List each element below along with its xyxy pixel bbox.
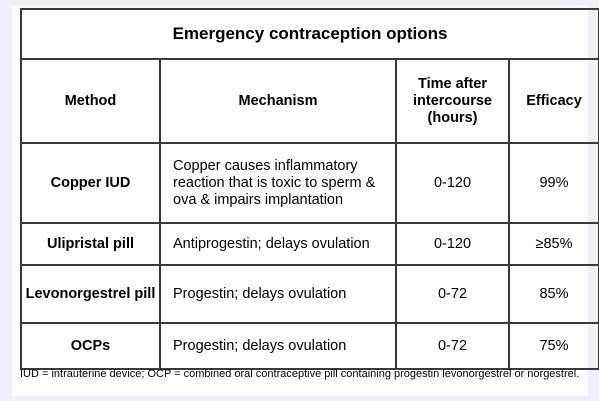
efficacy-cell: 85% — [507, 264, 599, 324]
mechanism-cell: Antiprogestin; delays ovulation — [159, 222, 397, 266]
time-cell: 0-120 — [395, 142, 510, 224]
time-cell: 0-72 — [395, 322, 510, 370]
header-efficacy: Efficacy — [507, 58, 599, 144]
method-cell: Ulipristal pill — [20, 222, 161, 266]
header-method: Method — [20, 58, 161, 144]
table-row: OCPs Progestin; delays ovulation 0-72 75… — [20, 322, 599, 370]
mechanism-cell: Progestin; delays ovulation — [159, 322, 397, 370]
header-mechanism: Mechanism — [159, 58, 397, 144]
table-row: Ulipristal pill Antiprogestin; delays ov… — [20, 222, 599, 266]
emergency-contraception-table: Emergency contraception options Method M… — [19, 8, 599, 370]
method-cell: Levonorgestrel pill — [20, 264, 161, 324]
table-title: Emergency contraception options — [19, 8, 599, 60]
method-cell: OCPs — [20, 322, 161, 370]
document-sheet: Emergency contraception options Method M… — [12, 6, 599, 396]
header-time: Time after intercourse (hours) — [395, 58, 510, 144]
method-cell: Copper IUD — [20, 142, 161, 224]
mechanism-cell: Progestin; delays ovulation — [159, 264, 397, 324]
time-cell: 0-120 — [395, 222, 510, 266]
efficacy-cell: 99% — [507, 142, 599, 224]
efficacy-cell: 75% — [507, 322, 599, 370]
efficacy-cell: ≥85% — [507, 222, 599, 266]
table-row: Copper IUD Copper causes inflammatory re… — [20, 142, 599, 224]
footnote: IUD = intrauterine device; OCP = combine… — [20, 368, 580, 380]
table-row: Levonorgestrel pill Progestin; delays ov… — [20, 264, 599, 324]
mechanism-cell: Copper causes inflammatory reaction that… — [159, 142, 397, 224]
time-cell: 0-72 — [395, 264, 510, 324]
